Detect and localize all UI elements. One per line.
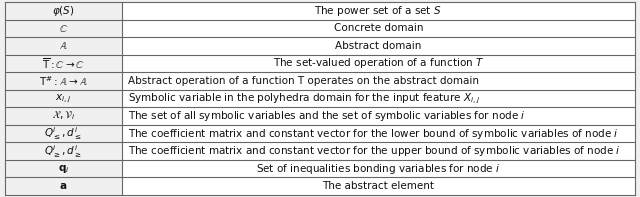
Bar [5, 107, 122, 125]
Text: Abstract domain: Abstract domain [335, 41, 422, 51]
Text: The power set of a set $S$: The power set of a set $S$ [314, 4, 442, 18]
Text: $\mathcal{X}, \mathcal{V}_i$: $\mathcal{X}, \mathcal{V}_i$ [52, 110, 75, 123]
Text: $\mathbb{A}$: $\mathbb{A}$ [60, 40, 67, 51]
Bar [5, 2, 122, 20]
Bar [122, 177, 635, 195]
Text: Set of inequalities bonding variables for node $i$: Set of inequalities bonding variables fo… [256, 162, 500, 176]
Text: The coefficient matrix and constant vector for the lower bound of symbolic varia: The coefficient matrix and constant vect… [128, 127, 619, 141]
Text: $\overline{\mathrm{T}}: \mathbb{C} \to \mathbb{C}$: $\overline{\mathrm{T}}: \mathbb{C} \to \… [42, 56, 85, 71]
Bar [122, 37, 635, 55]
Text: The set of all symbolic variables and the set of symbolic variables for node $i$: The set of all symbolic variables and th… [128, 109, 525, 123]
Bar [122, 142, 635, 160]
Bar [122, 55, 635, 72]
Text: $\mathbf{a}$: $\mathbf{a}$ [60, 181, 67, 191]
Bar [5, 177, 122, 195]
Bar [5, 55, 122, 72]
Bar [5, 160, 122, 177]
Text: $Q^i_{\leq}, d^i_{\leq}$: $Q^i_{\leq}, d^i_{\leq}$ [44, 125, 83, 142]
Bar [122, 160, 635, 177]
Text: Concrete domain: Concrete domain [333, 23, 423, 33]
Bar [5, 37, 122, 55]
Text: $\mathbb{C}$: $\mathbb{C}$ [59, 23, 68, 34]
Text: $\varphi(S)$: $\varphi(S)$ [52, 4, 75, 18]
Text: The abstract element: The abstract element [323, 181, 435, 191]
Bar [5, 72, 122, 90]
Bar [5, 125, 122, 142]
Bar [122, 125, 635, 142]
Bar [122, 107, 635, 125]
Bar [122, 20, 635, 37]
Bar [122, 2, 635, 20]
Bar [5, 90, 122, 107]
Bar [5, 20, 122, 37]
Text: $Q^i_{\geq}, d^i_{\geq}$: $Q^i_{\geq}, d^i_{\geq}$ [44, 143, 83, 160]
Text: The coefficient matrix and constant vector for the upper bound of symbolic varia: The coefficient matrix and constant vect… [128, 144, 621, 158]
Bar [5, 142, 122, 160]
Text: $\mathbf{q}_i$: $\mathbf{q}_i$ [58, 163, 69, 175]
Text: Symbolic variable in the polyhedra domain for the input feature $X_{i,j}$: Symbolic variable in the polyhedra domai… [128, 91, 480, 106]
Bar [122, 90, 635, 107]
Text: $x_{i,j}$: $x_{i,j}$ [55, 92, 72, 105]
Bar [122, 72, 635, 90]
Text: The set-valued operation of a function $T$: The set-valued operation of a function $… [273, 56, 484, 70]
Text: Abstract operation of a function T operates on the abstract domain: Abstract operation of a function T opera… [128, 76, 479, 86]
Text: $\mathrm{T}^{\#}: \mathbb{A} \to \mathbb{A}$: $\mathrm{T}^{\#}: \mathbb{A} \to \mathbb… [39, 74, 88, 88]
